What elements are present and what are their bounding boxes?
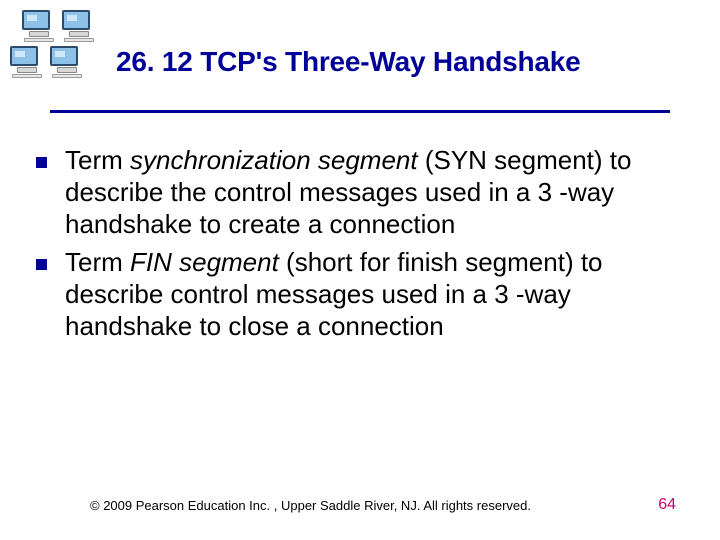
computer-icon [10, 46, 44, 80]
bullet-text: Term synchronization segment (SYN segmen… [65, 145, 690, 241]
slide: 26. 12 TCP's Three-Way Handshake Term sy… [0, 0, 720, 540]
bullet-marker-icon [36, 157, 47, 168]
bullet-item: Term synchronization segment (SYN segmen… [30, 145, 690, 241]
computer-icon [62, 10, 96, 44]
computer-icon [22, 10, 56, 44]
bullet-text: Term FIN segment (short for finish segme… [65, 247, 690, 343]
computer-icon [50, 46, 84, 80]
copyright-text: © 2009 Pearson Education Inc. , Upper Sa… [90, 498, 531, 513]
bullet-emphasis: synchronization segment [130, 145, 418, 175]
computers-network-icon [10, 10, 110, 90]
bullet-marker-icon [36, 259, 47, 270]
slide-body: Term synchronization segment (SYN segmen… [30, 145, 690, 349]
title-underline [50, 110, 670, 113]
slide-header: 26. 12 TCP's Three-Way Handshake [10, 10, 710, 120]
slide-footer: © 2009 Pearson Education Inc. , Upper Sa… [0, 496, 720, 514]
page-number: 64 [658, 496, 676, 514]
bullet-prefix: Term [65, 145, 130, 175]
bullet-emphasis: FIN segment [130, 247, 279, 277]
slide-title: 26. 12 TCP's Three-Way Handshake [116, 46, 581, 78]
bullet-item: Term FIN segment (short for finish segme… [30, 247, 690, 343]
bullet-prefix: Term [65, 247, 130, 277]
